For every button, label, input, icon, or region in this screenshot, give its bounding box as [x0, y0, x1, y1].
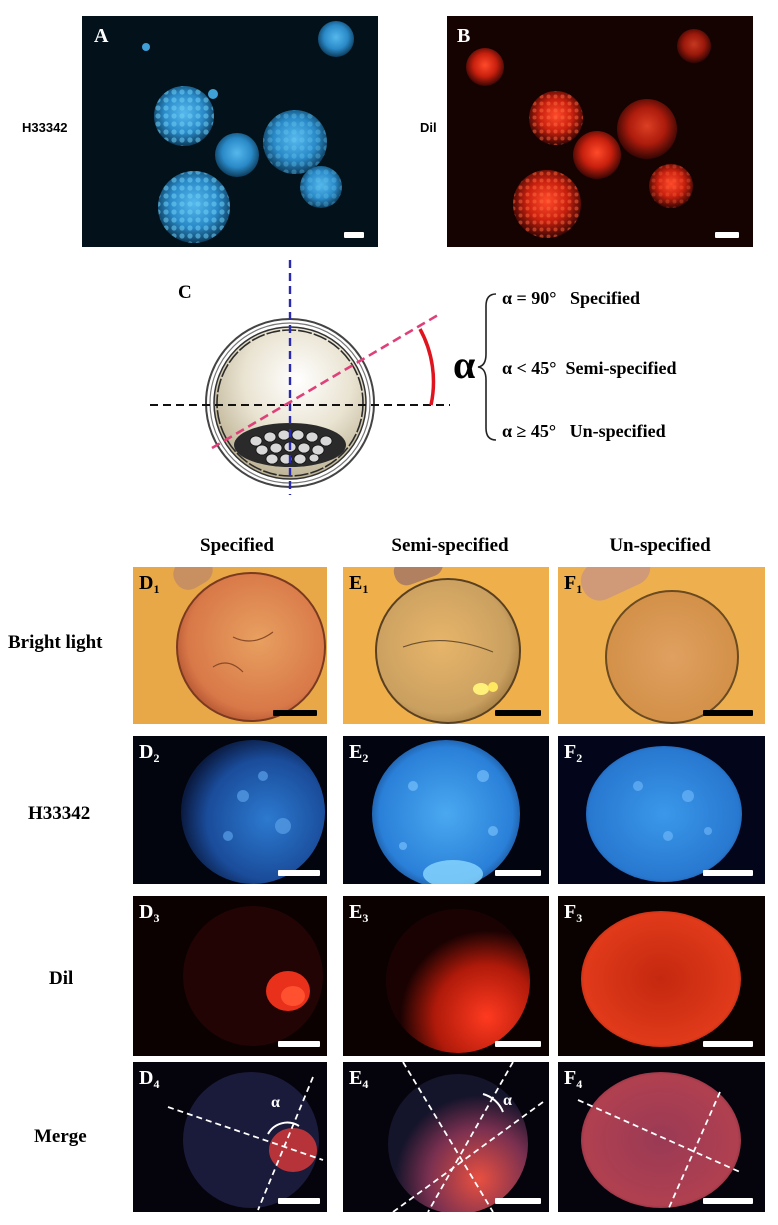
scale-bar-e1	[495, 710, 541, 716]
panel-f3-dil: F3	[558, 896, 765, 1056]
panel-d1-bright-light: D1	[133, 567, 327, 724]
scale-bar-d4	[278, 1198, 320, 1204]
panel-d4-merge: α D4	[133, 1062, 327, 1212]
panel-b-dil-image: B	[447, 16, 753, 247]
panel-d1-label: D1	[139, 572, 160, 596]
panel-e1-label: E1	[349, 572, 369, 596]
panel-d3-dil: D3	[133, 896, 327, 1056]
panel-c-label: C	[178, 282, 192, 303]
panel-a-hoechst-image: A	[82, 16, 378, 247]
scale-bar-d1	[273, 710, 317, 716]
panel-e1-bright-light: E1	[343, 567, 549, 724]
panel-a-label: A	[94, 25, 109, 47]
scale-bar-d2	[278, 870, 320, 876]
scale-bar-f4	[703, 1198, 753, 1204]
panel-f1-bright-light: F1	[558, 567, 765, 724]
panel-d4-label: D4	[139, 1067, 160, 1091]
angle-label-d4: α	[271, 1094, 280, 1111]
panel-e2-hoechst: E2	[343, 736, 549, 884]
panel-f2-label: F2	[564, 741, 583, 765]
row-label-merge: Merge	[34, 1126, 87, 1147]
panel-b-label: B	[457, 25, 471, 47]
panel-f2-hoechst: F2	[558, 736, 765, 884]
scale-bar-e4	[495, 1198, 541, 1204]
row-label-h33342: H33342	[22, 120, 68, 135]
row-label-dil: Dil	[49, 968, 74, 989]
panel-f1-label: F1	[564, 572, 583, 596]
col-header-specified: Specified	[200, 535, 274, 556]
row-label-bright-light: Bright light	[8, 632, 103, 653]
panel-f4-merge: F4	[558, 1062, 765, 1212]
scale-bar-f1	[703, 710, 753, 716]
angle-label-e4: α	[503, 1092, 512, 1109]
panel-f4-label: F4	[564, 1067, 583, 1091]
panel-d2-hoechst: D2	[133, 736, 327, 884]
alpha-symbol: α	[453, 342, 476, 387]
scale-bar-a	[344, 232, 364, 238]
rule-semi-specified: α < 45° Semi-specified	[502, 358, 677, 378]
panel-e3-label: E3	[349, 901, 369, 925]
scale-bar-b	[715, 232, 739, 238]
scale-bar-f2	[703, 870, 753, 876]
scale-bar-e3	[495, 1041, 541, 1047]
embryo-orientation-diagram	[150, 260, 450, 495]
rule-specified: α = 90° Specified	[502, 288, 640, 308]
row-label-h33342-grid: H33342	[28, 803, 91, 824]
panel-e2-label: E2	[349, 741, 369, 765]
panel-d3-label: D3	[139, 901, 160, 925]
panel-f3-label: F3	[564, 901, 583, 925]
panel-d2-label: D2	[139, 741, 160, 765]
col-header-un-specified: Un-specified	[609, 535, 711, 556]
panel-e4-label: E4	[349, 1067, 369, 1091]
rule-un-specified: α ≥ 45° Un-specified	[502, 421, 666, 441]
panel-e4-merge: α E4	[343, 1062, 549, 1212]
scale-bar-d3	[278, 1041, 320, 1047]
panel-e3-dil: E3	[343, 896, 549, 1056]
scale-bar-e2	[495, 870, 541, 876]
curly-brace	[477, 293, 497, 441]
col-header-semi-specified: Semi-specified	[391, 535, 509, 556]
scale-bar-f3	[703, 1041, 753, 1047]
row-label-dil-top: Dil	[420, 120, 437, 135]
